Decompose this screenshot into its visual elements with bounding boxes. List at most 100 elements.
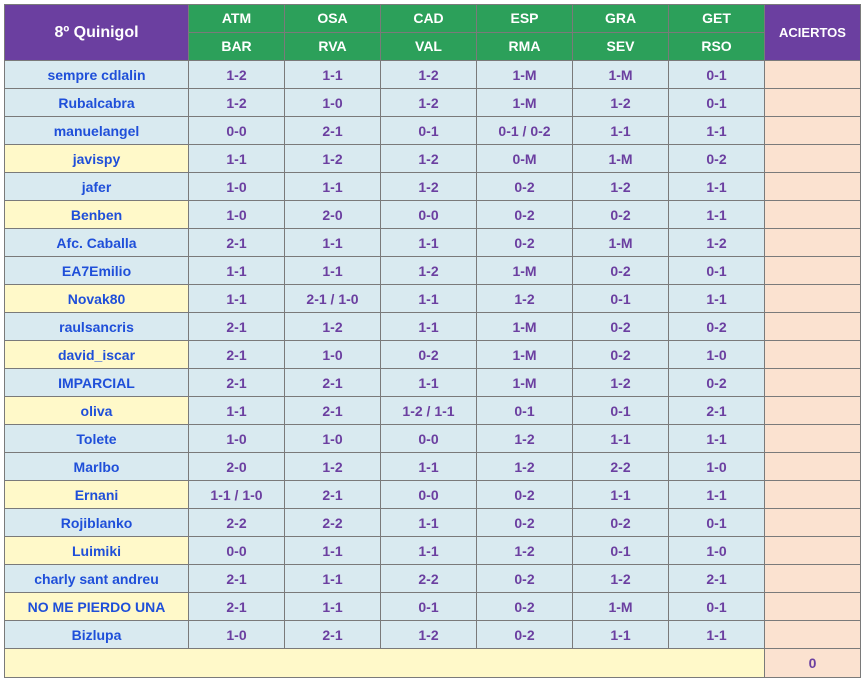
pick-cell: 1-1 <box>669 173 765 201</box>
pick-cell: 1-M <box>573 145 669 173</box>
table-body: sempre cdlalin1-21-11-21-M1-M0-1Rubalcab… <box>5 61 861 649</box>
pick-cell: 1-0 <box>189 201 285 229</box>
match-header-top: CAD <box>381 5 477 33</box>
pick-cell: 0-1 <box>669 593 765 621</box>
table-row: javispy1-11-21-20-M1-M0-2 <box>5 145 861 173</box>
pick-cell: 1-2 <box>381 89 477 117</box>
match-header-bot: RVA <box>285 33 381 61</box>
pick-cell: 1-2 <box>573 89 669 117</box>
pick-cell: 0-2 <box>477 201 573 229</box>
table-row: jafer1-01-11-20-21-21-1 <box>5 173 861 201</box>
pick-cell: 0-0 <box>189 537 285 565</box>
table-row: Tolete1-01-00-01-21-11-1 <box>5 425 861 453</box>
pick-cell: 1-1 <box>669 117 765 145</box>
pick-cell: 0-0 <box>381 425 477 453</box>
aciertos-cell <box>765 341 861 369</box>
pick-cell: 1-0 <box>669 537 765 565</box>
pick-cell: 2-1 <box>189 565 285 593</box>
aciertos-cell <box>765 201 861 229</box>
pick-cell: 1-1 / 1-0 <box>189 481 285 509</box>
pick-cell: 1-0 <box>285 89 381 117</box>
pick-cell: 0-0 <box>381 481 477 509</box>
pick-cell: 1-M <box>477 313 573 341</box>
player-name: NO ME PIERDO UNA <box>5 593 189 621</box>
aciertos-cell <box>765 593 861 621</box>
table-row: NO ME PIERDO UNA2-11-10-10-21-M0-1 <box>5 593 861 621</box>
match-header-bot: VAL <box>381 33 477 61</box>
pick-cell: 1-2 <box>285 145 381 173</box>
pick-cell: 1-1 <box>189 285 285 313</box>
pick-cell: 0-2 <box>669 369 765 397</box>
table-row: david_iscar2-11-00-21-M0-21-0 <box>5 341 861 369</box>
pick-cell: 1-1 <box>669 201 765 229</box>
pick-cell: 0-1 <box>381 117 477 145</box>
pick-cell: 1-2 <box>573 565 669 593</box>
pick-cell: 1-0 <box>285 341 381 369</box>
pick-cell: 1-1 <box>381 453 477 481</box>
pick-cell: 1-1 <box>669 285 765 313</box>
pick-cell: 0-2 <box>477 481 573 509</box>
pick-cell: 0-1 <box>381 593 477 621</box>
player-name: Rojiblanko <box>5 509 189 537</box>
table-row: Afc. Caballa2-11-11-10-21-M1-2 <box>5 229 861 257</box>
pick-cell: 0-M <box>477 145 573 173</box>
match-header-bot: RSO <box>669 33 765 61</box>
aciertos-cell <box>765 173 861 201</box>
table-row: IMPARCIAL2-12-11-11-M1-20-2 <box>5 369 861 397</box>
aciertos-cell <box>765 509 861 537</box>
pick-cell: 0-2 <box>573 313 669 341</box>
pick-cell: 1-2 <box>381 257 477 285</box>
pick-cell: 2-2 <box>381 565 477 593</box>
player-name: jafer <box>5 173 189 201</box>
aciertos-cell <box>765 285 861 313</box>
pick-cell: 2-1 <box>285 481 381 509</box>
player-name: javispy <box>5 145 189 173</box>
aciertos-cell <box>765 537 861 565</box>
pick-cell: 0-2 <box>477 621 573 649</box>
pick-cell: 1-M <box>477 257 573 285</box>
match-header-bot: RMA <box>477 33 573 61</box>
table-row: sempre cdlalin1-21-11-21-M1-M0-1 <box>5 61 861 89</box>
aciertos-cell <box>765 481 861 509</box>
pick-cell: 1-M <box>573 229 669 257</box>
player-name: david_iscar <box>5 341 189 369</box>
pick-cell: 1-1 <box>285 537 381 565</box>
pick-cell: 2-1 <box>189 369 285 397</box>
pick-cell: 1-M <box>573 593 669 621</box>
pick-cell: 1-2 <box>573 173 669 201</box>
pick-cell: 2-1 <box>285 621 381 649</box>
pick-cell: 2-0 <box>189 453 285 481</box>
pick-cell: 0-1 <box>573 397 669 425</box>
pick-cell: 0-2 <box>573 257 669 285</box>
pick-cell: 2-2 <box>573 453 669 481</box>
pick-cell: 1-0 <box>669 341 765 369</box>
pick-cell: 1-0 <box>189 621 285 649</box>
pick-cell: 1-2 <box>381 173 477 201</box>
pick-cell: 2-1 <box>189 313 285 341</box>
footer-row: 0 <box>5 649 861 678</box>
footer-blank <box>5 649 765 678</box>
pick-cell: 0-2 <box>573 341 669 369</box>
pick-cell: 2-1 <box>285 397 381 425</box>
pick-cell: 1-1 <box>381 285 477 313</box>
player-name: Marlbo <box>5 453 189 481</box>
pick-cell: 1-1 <box>189 145 285 173</box>
pick-cell: 0-2 <box>669 313 765 341</box>
pick-cell: 1-1 <box>285 565 381 593</box>
pick-cell: 0-0 <box>189 117 285 145</box>
table-row: Ernani1-1 / 1-02-10-00-21-11-1 <box>5 481 861 509</box>
footer-total: 0 <box>765 649 861 678</box>
pick-cell: 0-1 <box>573 285 669 313</box>
pick-cell: 0-0 <box>381 201 477 229</box>
pick-cell: 1-1 <box>573 117 669 145</box>
pick-cell: 1-1 <box>381 509 477 537</box>
pick-cell: 1-2 <box>189 61 285 89</box>
pick-cell: 1-0 <box>189 173 285 201</box>
match-header-top: GET <box>669 5 765 33</box>
pick-cell: 1-1 <box>285 257 381 285</box>
pick-cell: 2-1 <box>189 593 285 621</box>
pick-cell: 2-1 <box>285 117 381 145</box>
pick-cell: 1-2 <box>477 537 573 565</box>
player-name: Ernani <box>5 481 189 509</box>
aciertos-cell <box>765 229 861 257</box>
